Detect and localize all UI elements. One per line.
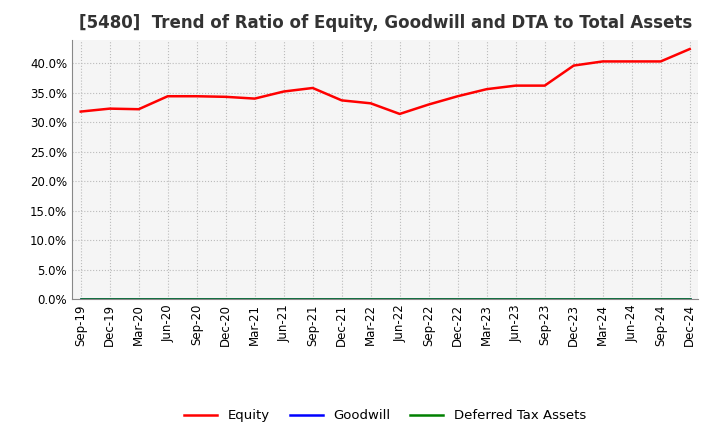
Deferred Tax Assets bbox=[366, 297, 375, 302]
Equity bbox=[279, 89, 288, 94]
Goodwill bbox=[105, 297, 114, 302]
Equity bbox=[105, 106, 114, 111]
Goodwill bbox=[251, 297, 259, 302]
Deferred Tax Assets bbox=[482, 297, 491, 302]
Deferred Tax Assets bbox=[511, 297, 520, 302]
Equity bbox=[192, 94, 201, 99]
Goodwill bbox=[657, 297, 665, 302]
Deferred Tax Assets bbox=[76, 297, 85, 302]
Equity bbox=[482, 87, 491, 92]
Deferred Tax Assets bbox=[251, 297, 259, 302]
Goodwill bbox=[366, 297, 375, 302]
Goodwill bbox=[279, 297, 288, 302]
Goodwill bbox=[482, 297, 491, 302]
Goodwill bbox=[454, 297, 462, 302]
Goodwill bbox=[424, 297, 433, 302]
Equity bbox=[338, 98, 346, 103]
Deferred Tax Assets bbox=[105, 297, 114, 302]
Deferred Tax Assets bbox=[135, 297, 143, 302]
Goodwill bbox=[308, 297, 317, 302]
Deferred Tax Assets bbox=[454, 297, 462, 302]
Deferred Tax Assets bbox=[627, 297, 636, 302]
Title: [5480]  Trend of Ratio of Equity, Goodwill and DTA to Total Assets: [5480] Trend of Ratio of Equity, Goodwil… bbox=[78, 15, 692, 33]
Equity bbox=[76, 109, 85, 114]
Equity bbox=[135, 106, 143, 112]
Deferred Tax Assets bbox=[657, 297, 665, 302]
Goodwill bbox=[627, 297, 636, 302]
Line: Equity: Equity bbox=[81, 49, 690, 114]
Deferred Tax Assets bbox=[541, 297, 549, 302]
Equity bbox=[395, 111, 404, 117]
Equity bbox=[308, 85, 317, 91]
Equity bbox=[598, 59, 607, 64]
Equity bbox=[366, 101, 375, 106]
Goodwill bbox=[541, 297, 549, 302]
Deferred Tax Assets bbox=[395, 297, 404, 302]
Goodwill bbox=[338, 297, 346, 302]
Deferred Tax Assets bbox=[685, 297, 694, 302]
Equity bbox=[221, 94, 230, 99]
Goodwill bbox=[76, 297, 85, 302]
Deferred Tax Assets bbox=[279, 297, 288, 302]
Goodwill bbox=[685, 297, 694, 302]
Goodwill bbox=[395, 297, 404, 302]
Deferred Tax Assets bbox=[221, 297, 230, 302]
Equity bbox=[627, 59, 636, 64]
Equity bbox=[163, 94, 172, 99]
Goodwill bbox=[135, 297, 143, 302]
Goodwill bbox=[598, 297, 607, 302]
Equity bbox=[511, 83, 520, 88]
Equity bbox=[685, 46, 694, 51]
Equity bbox=[424, 102, 433, 107]
Goodwill bbox=[221, 297, 230, 302]
Equity bbox=[541, 83, 549, 88]
Equity bbox=[657, 59, 665, 64]
Deferred Tax Assets bbox=[338, 297, 346, 302]
Equity bbox=[570, 63, 578, 68]
Goodwill bbox=[570, 297, 578, 302]
Deferred Tax Assets bbox=[163, 297, 172, 302]
Deferred Tax Assets bbox=[192, 297, 201, 302]
Deferred Tax Assets bbox=[424, 297, 433, 302]
Legend: Equity, Goodwill, Deferred Tax Assets: Equity, Goodwill, Deferred Tax Assets bbox=[179, 404, 591, 428]
Deferred Tax Assets bbox=[570, 297, 578, 302]
Goodwill bbox=[511, 297, 520, 302]
Deferred Tax Assets bbox=[308, 297, 317, 302]
Goodwill bbox=[163, 297, 172, 302]
Equity bbox=[454, 94, 462, 99]
Equity bbox=[251, 96, 259, 101]
Goodwill bbox=[192, 297, 201, 302]
Deferred Tax Assets bbox=[598, 297, 607, 302]
